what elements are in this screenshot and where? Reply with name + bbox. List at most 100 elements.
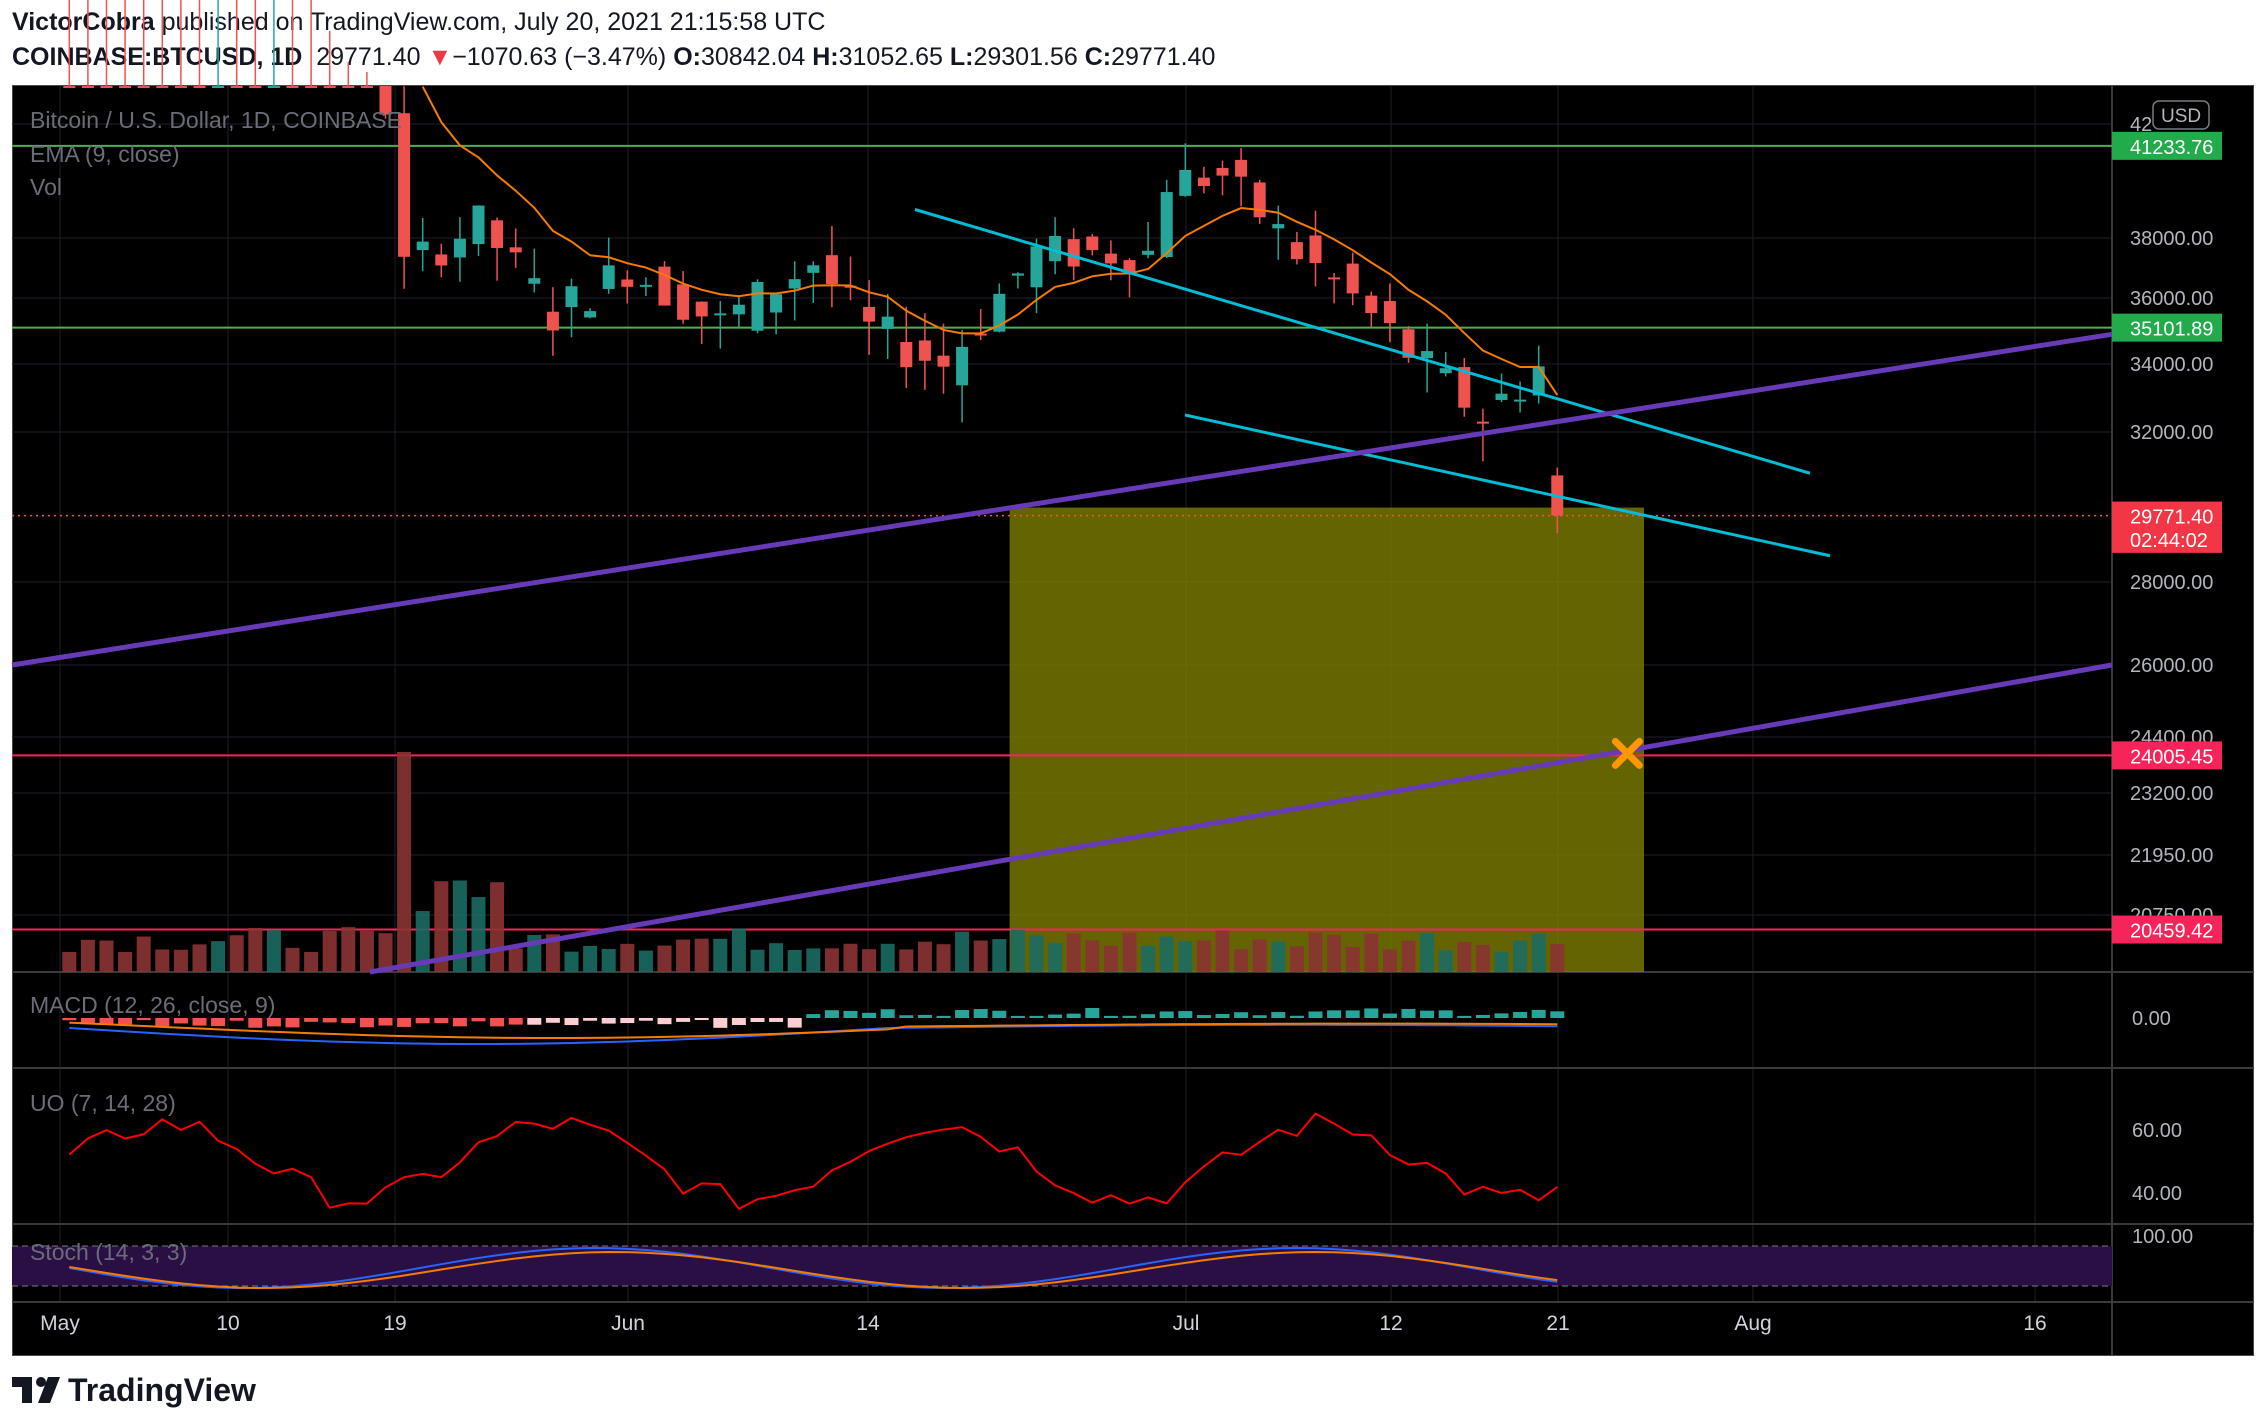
candle-body xyxy=(416,241,429,251)
volume-bar xyxy=(992,939,1007,972)
macd-histogram-bar xyxy=(862,1012,877,1018)
time-tick-label: Aug xyxy=(1734,1312,1771,1335)
price-label-bg xyxy=(2112,915,2222,944)
macd-histogram-bar xyxy=(583,1018,598,1021)
uo-axis-label: 40.00 xyxy=(2132,1183,2182,1205)
macd-histogram-bar xyxy=(155,1018,170,1027)
volume-bar xyxy=(862,949,877,972)
candles xyxy=(63,0,1564,534)
volume-bar xyxy=(583,945,598,972)
volume-bar xyxy=(229,935,244,972)
candle-body xyxy=(323,86,336,88)
macd-histogram-bar xyxy=(676,1018,691,1022)
price-label: 02:44:02 xyxy=(2130,530,2208,552)
volume-bar xyxy=(434,881,449,972)
candle-body xyxy=(1104,253,1117,264)
price-label: 41233.76 xyxy=(2130,137,2213,159)
macd-histogram-bar xyxy=(304,1018,319,1022)
macd-histogram-bar xyxy=(1215,1013,1230,1018)
volume-bar xyxy=(1066,933,1081,972)
volume-bar xyxy=(99,940,114,972)
volume-bar xyxy=(1289,946,1304,972)
macd-histogram-bar xyxy=(1029,1015,1044,1018)
candle-body xyxy=(119,86,132,88)
volume-bar xyxy=(415,911,430,972)
macd-histogram-bar xyxy=(378,1018,393,1026)
candle-body xyxy=(81,86,94,88)
volume-bar xyxy=(545,934,560,972)
volume-bar xyxy=(452,880,467,972)
volume-bar xyxy=(1141,945,1156,972)
candle-body xyxy=(1142,250,1155,255)
macd-histogram-bar xyxy=(1103,1015,1118,1018)
price-label: 35101.89 xyxy=(2130,319,2213,341)
macd-histogram-bar xyxy=(452,1018,467,1027)
candle-body xyxy=(546,311,559,331)
trend-line-lower xyxy=(369,662,2113,975)
macd-histogram-bar xyxy=(1178,1011,1193,1018)
volume-bar xyxy=(397,752,412,972)
volume-bar xyxy=(1103,945,1118,972)
candle-body xyxy=(249,86,262,88)
candle-body xyxy=(732,304,745,315)
volume-bar xyxy=(601,948,616,972)
volume-bar xyxy=(955,931,970,972)
ema-line xyxy=(421,86,1559,396)
volume-bar xyxy=(1252,939,1267,972)
candle-body xyxy=(1365,295,1378,314)
volume-bar xyxy=(750,949,765,972)
volume-bar xyxy=(1494,951,1509,972)
candle-body xyxy=(230,86,243,88)
macd-histogram-bar xyxy=(136,1018,151,1021)
legend-macd: MACD (12, 26, close, 9) xyxy=(30,992,275,1018)
volume-bar xyxy=(713,938,728,972)
candle-body xyxy=(360,86,373,88)
volume-bar xyxy=(62,951,77,972)
volume-bar xyxy=(211,941,226,972)
macd-histogram-bar xyxy=(1364,1008,1379,1018)
volume-bar xyxy=(1457,942,1472,972)
volume-bar xyxy=(880,943,895,972)
macd-histogram-bar xyxy=(880,1009,895,1018)
uo-line xyxy=(68,1112,1558,1211)
candle-body xyxy=(1458,367,1471,408)
volume-bar xyxy=(657,945,672,972)
candle-body xyxy=(1290,242,1303,260)
price-tick-label: 32000.00 xyxy=(2130,422,2213,444)
macd-signal-line xyxy=(69,1021,1558,1040)
price-label: 29771.40 xyxy=(2130,507,2213,529)
volume-bars xyxy=(62,752,1565,972)
candle-body xyxy=(1514,399,1527,402)
volume-bar xyxy=(787,949,802,972)
time-tick-label: 19 xyxy=(383,1312,406,1335)
candle-body xyxy=(807,265,820,273)
candle-body xyxy=(881,316,894,329)
macd-histogram-bar xyxy=(657,1018,672,1025)
tradingview-brand: TradingView xyxy=(68,1371,256,1408)
macd-histogram-bar xyxy=(564,1018,579,1026)
macd-histogram-bar xyxy=(1196,1015,1211,1018)
stoch-k-line xyxy=(69,1247,1558,1289)
currency-badge xyxy=(2152,100,2210,130)
volume-bar xyxy=(731,928,746,972)
legend-uo: UO (7, 14, 28) xyxy=(30,1090,176,1116)
channel-lower-line xyxy=(1184,413,1831,558)
volume-bar xyxy=(1513,940,1528,972)
volume-bar xyxy=(638,950,653,972)
volume-bar xyxy=(1178,941,1193,972)
price-tick-label: 23200.00 xyxy=(2130,783,2213,805)
legend-ema: EMA (9, close) xyxy=(30,141,180,167)
price-tick-label: 28000.00 xyxy=(2130,572,2213,594)
publish-info: VictorCobra published on TradingView.com… xyxy=(12,8,826,36)
volume-bar xyxy=(378,933,393,972)
candle-body xyxy=(937,355,950,367)
volume-bar xyxy=(322,930,337,972)
macd-histogram-bar xyxy=(806,1014,821,1018)
time-tick-label: 16 xyxy=(2023,1312,2046,1335)
macd-histogram-bar xyxy=(397,1018,412,1027)
candle-body xyxy=(1235,159,1248,177)
macd-histogram-bar xyxy=(973,1009,988,1018)
candle-body xyxy=(1495,393,1508,401)
macd-histogram-bar xyxy=(917,1014,932,1018)
